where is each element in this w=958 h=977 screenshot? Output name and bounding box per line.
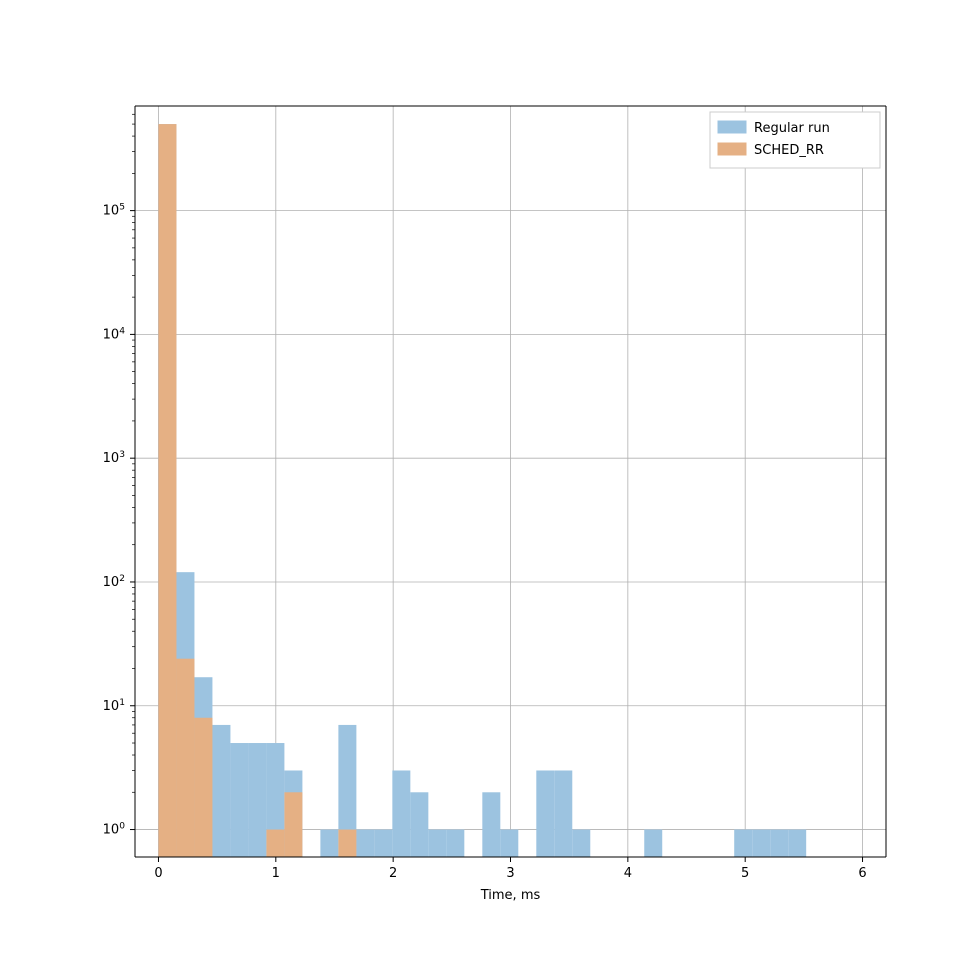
x-tick-label: 3 <box>506 866 514 881</box>
bar <box>410 792 428 857</box>
bar <box>482 792 500 857</box>
bar <box>752 830 770 857</box>
bar <box>734 830 752 857</box>
bar <box>266 830 284 857</box>
bar <box>554 770 572 857</box>
legend-label: Regular run <box>754 121 830 136</box>
bar <box>392 770 410 857</box>
bar <box>500 830 518 857</box>
bar <box>428 830 446 857</box>
bar <box>284 792 302 857</box>
x-tick-label: 5 <box>741 866 749 881</box>
bar <box>356 830 374 857</box>
bar <box>788 830 806 857</box>
bar <box>572 830 590 857</box>
x-tick-label: 0 <box>154 866 162 881</box>
bar <box>248 743 266 857</box>
bar <box>338 830 356 857</box>
bar <box>374 830 392 857</box>
legend-swatch <box>718 143 746 155</box>
bar <box>230 743 248 857</box>
x-tick-label: 2 <box>389 866 397 881</box>
x-tick-label: 1 <box>272 866 280 881</box>
legend: Regular run SCHED_RR <box>710 112 880 168</box>
bar <box>158 124 176 857</box>
bar <box>320 830 338 857</box>
x-tick-label: 6 <box>858 866 866 881</box>
bar <box>644 830 662 857</box>
bar <box>446 830 464 857</box>
bar <box>536 770 554 857</box>
x-axis-label: Time, ms <box>480 888 541 903</box>
bar <box>176 659 194 857</box>
x-tick-label: 4 <box>624 866 632 881</box>
histogram-chart: 0123456 100101102103104105 Time, ms Regu… <box>0 0 958 977</box>
bar <box>194 718 212 857</box>
legend-label: SCHED_RR <box>754 143 824 158</box>
bar <box>212 725 230 857</box>
x-axis-label-text: Time, ms <box>480 888 541 903</box>
bar <box>770 830 788 857</box>
legend-swatch <box>718 121 746 133</box>
